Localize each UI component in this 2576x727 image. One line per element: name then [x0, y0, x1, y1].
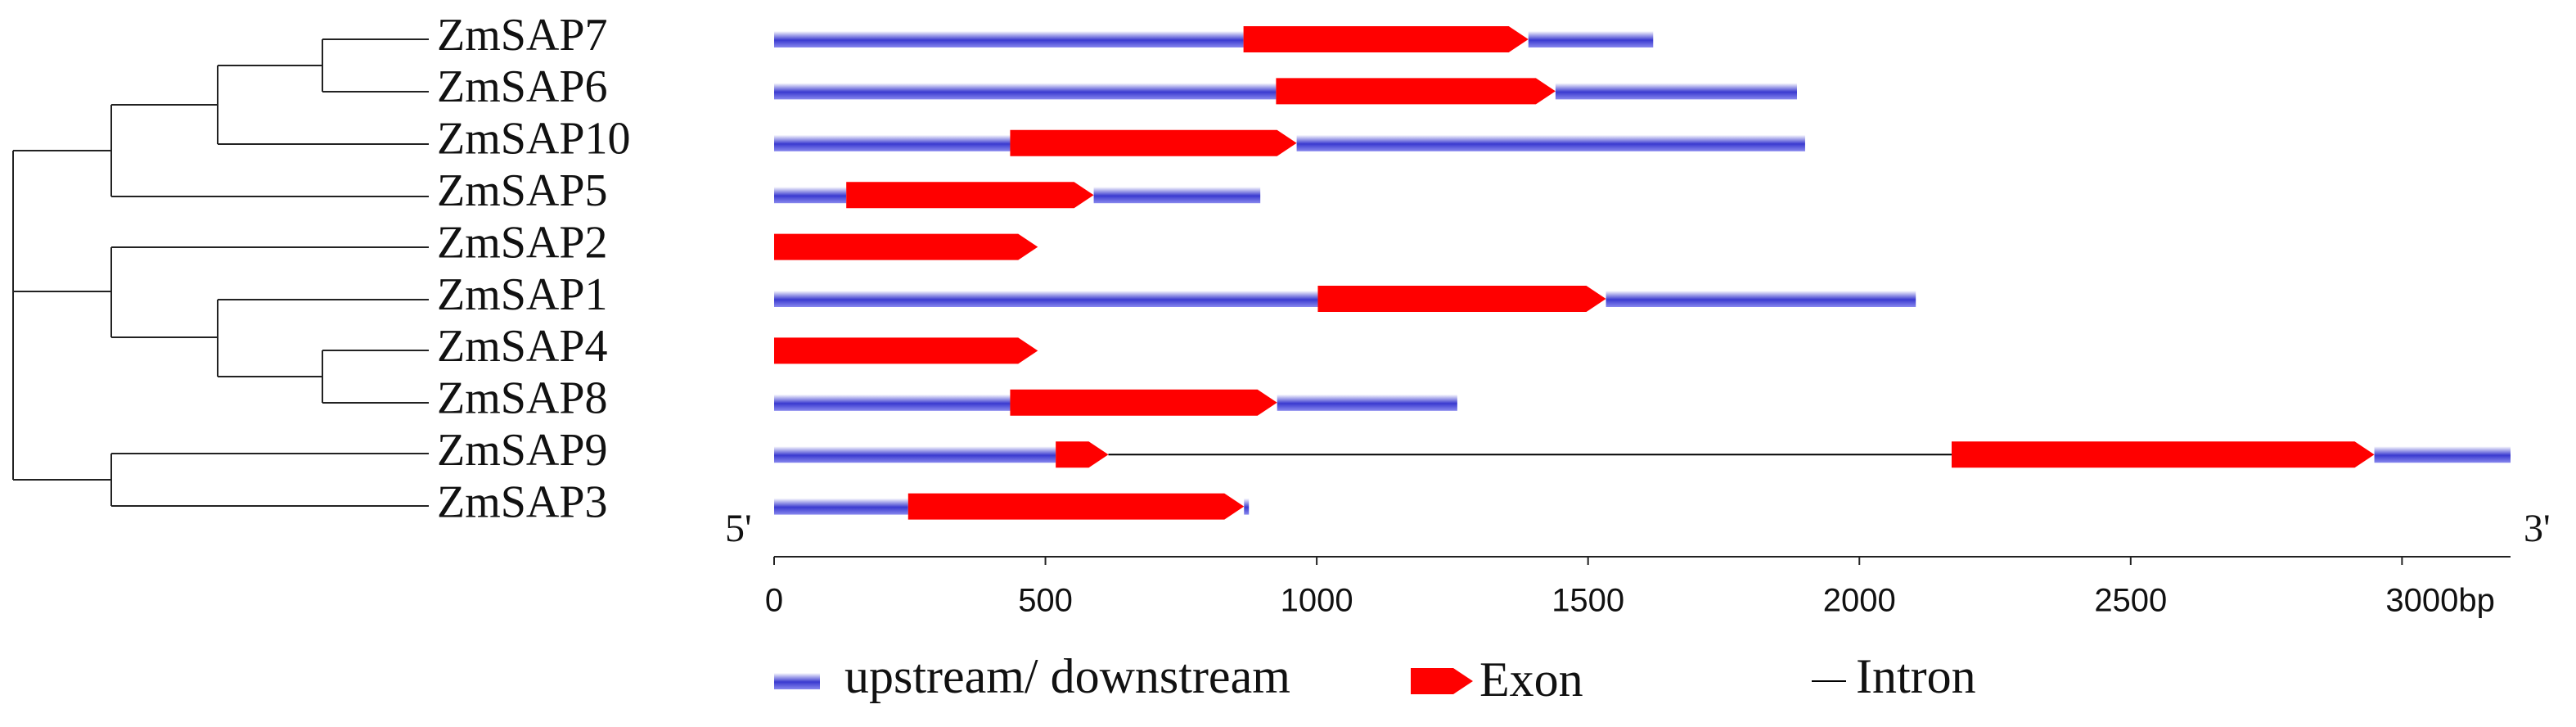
x-tick-label: 3000bp — [2385, 583, 2494, 619]
gene-name: ZmSAP6 — [437, 61, 608, 112]
exon-arrow — [1317, 286, 1606, 312]
legend-utr-label: upstream/ downstream — [844, 649, 1290, 703]
legend-utr-swatch — [774, 673, 820, 689]
utr-segment — [1296, 134, 1805, 151]
three-prime-label: 3' — [2524, 507, 2551, 550]
exon-arrow — [1010, 389, 1277, 416]
x-tick-label: 2500 — [2094, 583, 2167, 619]
utr-segment — [774, 134, 1011, 151]
gene-name: ZmSAP8 — [437, 373, 608, 424]
x-tick-label: 0 — [765, 583, 783, 619]
utr-segment — [774, 291, 1318, 307]
exon-arrow — [774, 337, 1038, 364]
gene-name: ZmSAP10 — [437, 114, 631, 165]
gene-name: ZmSAP7 — [437, 10, 608, 61]
gene-name: ZmSAP9 — [437, 425, 608, 476]
utr-segment — [774, 31, 1244, 47]
utr-segment — [774, 446, 1056, 463]
exon-arrow — [846, 182, 1094, 209]
x-tick-label: 2000 — [1823, 583, 1896, 619]
exon-arrow — [1243, 26, 1529, 52]
exon-arrow — [1951, 441, 2375, 468]
x-tick-label: 1500 — [1551, 583, 1624, 619]
gene-name: ZmSAP3 — [437, 476, 608, 527]
gene-name: ZmSAP4 — [437, 321, 608, 372]
utr-segment — [774, 498, 908, 515]
utr-segment — [1277, 394, 1457, 411]
gene-name: ZmSAP5 — [437, 165, 608, 216]
utr-segment — [1555, 83, 1797, 100]
x-tick-label: 500 — [1018, 583, 1073, 619]
utr-segment — [1244, 498, 1250, 515]
exon-arrow — [1276, 78, 1556, 105]
legend-exon-label: Exon — [1479, 652, 1583, 707]
exon-arrow — [1010, 129, 1297, 156]
phylogenetic-tree — [12, 38, 429, 507]
utr-segment — [774, 187, 847, 204]
legend-intron-label: Intron — [1856, 649, 1976, 703]
utr-segment — [1528, 31, 1654, 47]
utr-segment — [1605, 291, 1916, 307]
gene-name: ZmSAP2 — [437, 217, 608, 268]
utr-segment — [1093, 187, 1261, 204]
five-prime-label: 5' — [725, 507, 752, 550]
utr-segment — [774, 83, 1277, 100]
gene-name: ZmSAP1 — [437, 269, 608, 320]
exon-arrow — [774, 233, 1038, 260]
utr-segment — [774, 394, 1011, 411]
utr-segment — [2374, 446, 2511, 463]
legend-exon-swatch — [1411, 668, 1473, 694]
exon-arrow — [907, 493, 1245, 520]
x-tick-label: 1000 — [1281, 583, 1353, 619]
exon-arrow — [1056, 441, 1109, 468]
